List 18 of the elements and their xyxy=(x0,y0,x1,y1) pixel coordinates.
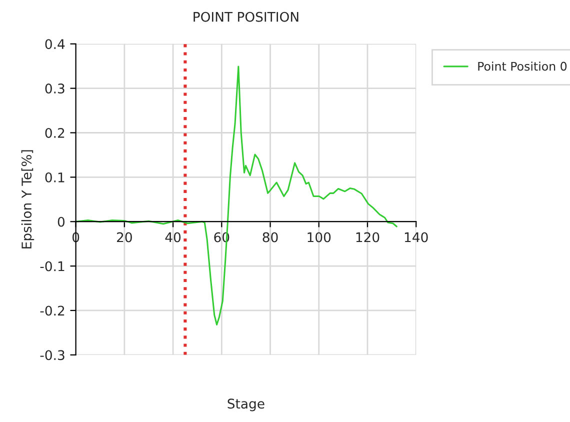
y-tick-label: 0 xyxy=(58,216,65,227)
y-tick-label: -0.2 xyxy=(40,306,64,316)
y-tick-label: -0.3 xyxy=(40,350,64,360)
y-tick-label: 0.1 xyxy=(45,172,64,182)
y-tick-label: 0.2 xyxy=(45,128,64,138)
y-axis-title: Epsilon Y Te[%] xyxy=(21,150,34,248)
chart-title: POINT POSITION xyxy=(194,12,298,22)
y-tick-label: 0.3 xyxy=(45,84,64,94)
x-tick-label: 140 xyxy=(404,232,428,242)
x-tick-label: 100 xyxy=(308,232,331,242)
x-tick-label: 80 xyxy=(262,232,278,242)
x-tick-label: 40 xyxy=(165,232,181,242)
y-tick-label: 0.4 xyxy=(45,39,65,50)
x-axis-title: Stage xyxy=(228,398,264,412)
x-tick-label: 20 xyxy=(116,232,132,242)
y-tick-label: -0.1 xyxy=(40,261,64,272)
x-tick-label: 120 xyxy=(356,232,380,242)
legend-label: Point Position 0 xyxy=(478,62,567,71)
